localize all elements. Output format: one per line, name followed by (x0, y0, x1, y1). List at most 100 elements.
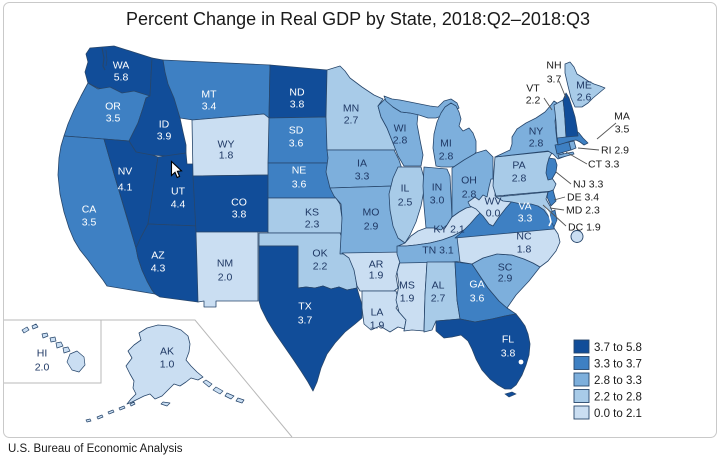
svg-text:3.0: 3.0 (430, 195, 445, 207)
svg-text:U.S. Bureau of Economic Analys: U.S. Bureau of Economic Analysis (8, 443, 183, 455)
svg-text:VA: VA (518, 201, 531, 213)
svg-text:3.7: 3.7 (547, 74, 562, 86)
svg-text:AK: AK (160, 346, 174, 358)
svg-text:4.3: 4.3 (151, 263, 166, 275)
svg-text:NY: NY (529, 126, 544, 138)
svg-text:1.8: 1.8 (219, 150, 234, 162)
svg-text:WI: WI (394, 123, 407, 135)
svg-text:2.7: 2.7 (431, 293, 446, 305)
svg-text:2.8: 2.8 (512, 173, 527, 185)
svg-text:1.9: 1.9 (370, 320, 385, 332)
svg-text:3.3 to 3.7: 3.3 to 3.7 (594, 359, 642, 371)
svg-text:CO: CO (231, 197, 247, 209)
svg-text:2.9: 2.9 (364, 221, 379, 233)
svg-text:NJ 3.3: NJ 3.3 (573, 179, 604, 191)
svg-text:3.8: 3.8 (290, 99, 305, 111)
svg-text:2.0: 2.0 (218, 272, 233, 284)
svg-text:NE: NE (292, 165, 307, 177)
svg-text:5.8: 5.8 (114, 72, 129, 84)
svg-text:2.8 to 3.3: 2.8 to 3.3 (594, 375, 642, 387)
svg-text:3.6: 3.6 (292, 179, 307, 191)
svg-text:4.4: 4.4 (171, 199, 186, 211)
svg-text:MA: MA (614, 111, 630, 123)
svg-text:FL: FL (502, 334, 514, 346)
svg-text:3.5: 3.5 (106, 113, 121, 125)
svg-text:ID: ID (159, 119, 170, 131)
svg-text:OH: OH (461, 175, 477, 187)
svg-text:NM: NM (217, 258, 233, 270)
svg-text:MN: MN (343, 103, 359, 115)
svg-text:3.8: 3.8 (501, 348, 516, 360)
svg-text:OK: OK (312, 248, 327, 260)
svg-text:TN 3.1: TN 3.1 (422, 245, 454, 257)
svg-text:3.6: 3.6 (470, 293, 485, 305)
svg-text:3.5: 3.5 (82, 217, 97, 229)
svg-text:CA: CA (82, 204, 97, 216)
svg-text:3.8: 3.8 (232, 209, 247, 221)
svg-text:2.5: 2.5 (398, 197, 413, 209)
svg-text:IN: IN (432, 182, 443, 194)
svg-text:2.8: 2.8 (462, 189, 477, 201)
svg-text:IA: IA (357, 158, 367, 170)
svg-text:WA: WA (113, 60, 130, 72)
svg-text:ND: ND (289, 87, 305, 99)
svg-text:3.3: 3.3 (518, 213, 533, 225)
svg-text:SD: SD (289, 125, 304, 137)
svg-text:RI 2.9: RI 2.9 (601, 145, 629, 157)
svg-text:2.8: 2.8 (439, 151, 454, 163)
svg-text:AR: AR (369, 259, 384, 271)
svg-text:1.9: 1.9 (369, 270, 384, 282)
svg-text:3.4: 3.4 (202, 101, 217, 113)
svg-text:MT: MT (201, 89, 217, 101)
svg-text:2.2 to 2.8: 2.2 to 2.8 (594, 392, 642, 404)
svg-text:3.6: 3.6 (289, 138, 304, 150)
svg-text:AL: AL (432, 280, 445, 292)
svg-text:2.2: 2.2 (313, 261, 328, 273)
svg-text:2.2: 2.2 (526, 95, 541, 107)
svg-text:2.3: 2.3 (305, 219, 320, 231)
svg-text:DE 3.4: DE 3.4 (567, 192, 599, 204)
svg-text:TX: TX (298, 301, 311, 313)
svg-text:HI: HI (37, 348, 48, 360)
svg-text:MI: MI (440, 138, 452, 150)
svg-text:IL: IL (401, 183, 410, 195)
svg-text:0.0: 0.0 (486, 208, 501, 220)
svg-text:3.5: 3.5 (615, 124, 630, 136)
svg-text:KS: KS (305, 207, 319, 219)
svg-text:2.7: 2.7 (344, 115, 359, 127)
svg-text:2.9: 2.9 (498, 273, 513, 285)
svg-text:MD 2.3: MD 2.3 (566, 205, 600, 217)
svg-text:GA: GA (469, 279, 484, 291)
svg-text:PA: PA (512, 160, 525, 172)
svg-text:2.0: 2.0 (35, 362, 50, 374)
svg-text:CT 3.3: CT 3.3 (588, 159, 619, 171)
svg-text:AZ: AZ (151, 250, 165, 262)
svg-text:VT: VT (526, 83, 540, 95)
svg-text:NH: NH (546, 60, 561, 72)
svg-text:2.6: 2.6 (577, 92, 592, 104)
svg-text:0.0 to 2.1: 0.0 to 2.1 (594, 408, 642, 420)
svg-text:1.0: 1.0 (160, 359, 175, 371)
svg-text:NC: NC (516, 231, 532, 243)
svg-text:LA: LA (371, 307, 384, 319)
svg-text:WV: WV (485, 196, 502, 208)
svg-text:MO: MO (363, 207, 380, 219)
svg-text:3.7: 3.7 (298, 315, 313, 327)
svg-text:2.8: 2.8 (393, 135, 408, 147)
svg-text:SC: SC (498, 262, 513, 274)
svg-text:3.3: 3.3 (355, 171, 370, 183)
svg-text:1.9: 1.9 (400, 293, 415, 305)
svg-text:KY 2.1: KY 2.1 (433, 224, 464, 236)
svg-text:UT: UT (171, 186, 186, 198)
svg-text:1.8: 1.8 (517, 244, 532, 256)
svg-text:ME: ME (576, 80, 592, 92)
svg-text:3.7 to 5.8: 3.7 to 5.8 (594, 342, 642, 354)
svg-text:Percent Change in Real GDP by: Percent Change in Real GDP by State, 201… (126, 9, 590, 29)
svg-text:NV: NV (118, 166, 133, 178)
svg-text:OR: OR (105, 101, 121, 113)
svg-text:WY: WY (218, 139, 235, 151)
svg-text:3.9: 3.9 (157, 131, 172, 143)
svg-text:2.8: 2.8 (529, 138, 544, 150)
svg-text:DC 1.9: DC 1.9 (568, 222, 601, 234)
svg-text:4.1: 4.1 (118, 182, 133, 194)
